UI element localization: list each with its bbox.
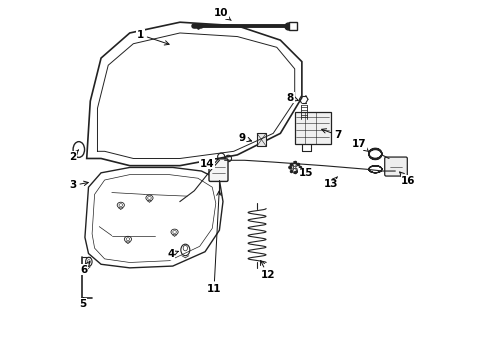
Text: 8: 8 xyxy=(286,93,298,103)
Text: 3: 3 xyxy=(69,180,88,190)
Text: 10: 10 xyxy=(214,8,231,21)
Text: 16: 16 xyxy=(399,172,415,186)
Text: 4: 4 xyxy=(167,249,178,259)
Bar xyxy=(294,112,330,144)
Text: 5: 5 xyxy=(80,298,86,309)
FancyBboxPatch shape xyxy=(208,159,227,181)
Text: 13: 13 xyxy=(323,177,337,189)
Text: 15: 15 xyxy=(298,168,313,178)
Text: 17: 17 xyxy=(351,139,368,152)
Text: 14: 14 xyxy=(199,158,218,168)
Text: 7: 7 xyxy=(321,129,341,140)
Text: 12: 12 xyxy=(260,261,274,280)
FancyBboxPatch shape xyxy=(384,157,407,176)
Text: 1: 1 xyxy=(137,30,169,45)
Bar xyxy=(257,134,265,146)
Text: 9: 9 xyxy=(238,133,251,143)
Text: 6: 6 xyxy=(80,261,89,275)
Text: 11: 11 xyxy=(206,191,221,294)
Text: 2: 2 xyxy=(69,150,78,162)
